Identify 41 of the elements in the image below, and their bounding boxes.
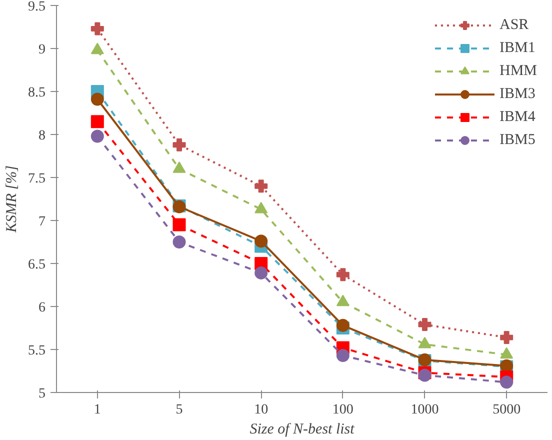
y-tick-label: 9 bbox=[38, 42, 46, 58]
point bbox=[90, 115, 104, 128]
point bbox=[418, 368, 432, 382]
y-tick-label: 9.5 bbox=[28, 0, 46, 14]
point bbox=[254, 266, 268, 280]
point bbox=[254, 234, 268, 248]
y-axis-title: KSMR [%] bbox=[4, 165, 20, 234]
y-tick-label: 5 bbox=[38, 386, 46, 402]
legend-label: IBM3 bbox=[499, 86, 536, 102]
x-tick-label: 5000 bbox=[492, 402, 521, 418]
point bbox=[90, 130, 104, 143]
y-tick-label: 6.5 bbox=[28, 258, 46, 272]
legend-label: IBM5 bbox=[499, 132, 536, 148]
point bbox=[172, 138, 186, 152]
y-tick-label: 6 bbox=[38, 300, 46, 316]
point bbox=[500, 330, 514, 344]
point bbox=[336, 268, 350, 282]
y-tick-label: 7.5 bbox=[28, 172, 46, 186]
point bbox=[172, 218, 186, 232]
point bbox=[336, 318, 350, 332]
x-tick-label: 10 bbox=[254, 402, 268, 418]
legend-label: HMM bbox=[499, 62, 537, 80]
x-axis-title: Size of N-best list bbox=[250, 422, 356, 438]
x-tick-label: 5 bbox=[176, 402, 183, 418]
point bbox=[172, 236, 186, 248]
point bbox=[90, 22, 104, 36]
x-tick-label: 1000 bbox=[410, 402, 439, 418]
point bbox=[418, 318, 432, 332]
y-tick-label: 7 bbox=[38, 214, 46, 230]
x-tick-label: 1 bbox=[94, 402, 101, 418]
y-tick-label: 8.5 bbox=[28, 86, 46, 100]
y-tick-label: 8 bbox=[38, 128, 46, 144]
legend-label: ASR bbox=[499, 16, 529, 34]
legend-label: IBM4 bbox=[499, 108, 536, 126]
point bbox=[254, 180, 268, 193]
point bbox=[90, 92, 104, 106]
y-tick-label: 5.5 bbox=[28, 344, 46, 358]
point bbox=[500, 376, 514, 389]
legend-label: IBM1 bbox=[499, 40, 536, 56]
x-tick-label: 100 bbox=[332, 402, 354, 418]
point bbox=[336, 349, 350, 362]
